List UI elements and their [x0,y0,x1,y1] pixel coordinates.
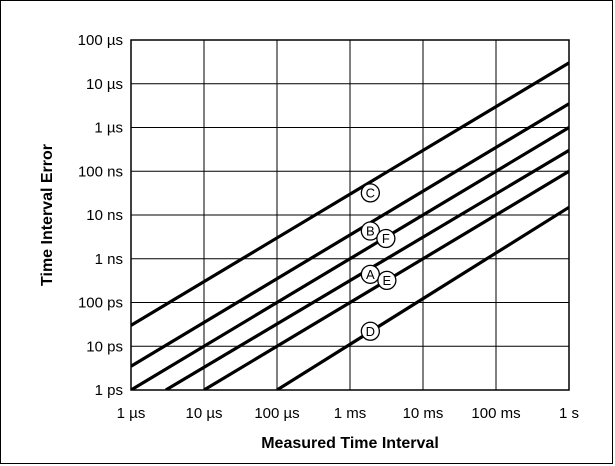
series-label-b: B [360,221,380,241]
x-tick-labels: 1 µs 10 µs 100 µs 1 ms 10 ms 100 ms 1 s [117,405,579,422]
series-label-d: D [360,321,380,341]
y-tick-label: 1 ns [95,251,123,268]
series-label-text: F [382,231,390,246]
y-tick-label: 10 ns [86,207,123,224]
series-label-e: E [377,270,397,291]
series-label-f: F [376,228,396,249]
series-label-circle [360,264,380,284]
y-tick-label: 100 ns [78,163,123,180]
plot-border [130,39,570,391]
series-label-text: B [366,224,375,239]
x-tick-label: 100 µs [254,405,299,422]
annotation-layer: C B F A E D [360,183,397,341]
series-line-0 [131,61,569,327]
y-tick-label: 100 µs [78,32,123,49]
y-axis-title: Time Interval Error [39,144,56,286]
series-label-text: D [366,324,375,339]
series-label-circle [360,321,380,341]
y-tick-label: 1 ps [95,382,123,399]
y-tick-label: 10 ps [86,338,123,355]
y-tick-label: 10 µs [86,76,123,93]
series-line-2 [131,126,569,390]
x-tick-label: 1 ms [334,405,367,422]
x-axis-title: Measured Time Interval [261,435,439,452]
series-line-1 [131,102,569,368]
series-label-text: E [383,273,392,288]
x-tick-label: 1 s [559,405,579,422]
series-line-5 [276,205,569,390]
x-tick-label: 10 ms [403,405,444,422]
series-label-circle [360,221,380,241]
series-label-text: C [366,185,375,200]
x-tick-label: 100 ms [471,405,520,422]
series-label-a: A [360,264,380,284]
grid [130,39,570,391]
series-label-circle [377,270,397,291]
series-label-text: A [366,267,375,282]
y-tick-label: 100 ps [78,295,123,312]
y-tick-label: 1 µs [94,120,123,137]
x-tick-label: 1 µs [117,405,146,422]
series-label-circle [360,183,380,203]
series-label-circle [376,228,396,249]
series-label-c: C [360,183,380,203]
y-tick-labels: 100 µs 10 µs 1 µs 100 ns 10 ns 1 ns 100 ps 10 p… [78,32,123,399]
x-tick-label: 10 µs [186,405,223,422]
